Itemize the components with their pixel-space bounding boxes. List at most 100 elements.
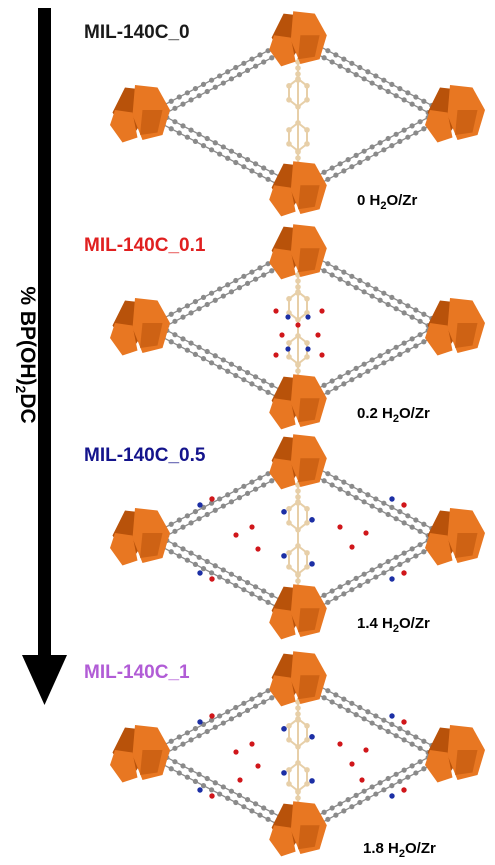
zr-cluster-right [425,85,485,143]
linker-top-left-strand-a [160,683,279,749]
zr-cluster-top [269,434,327,490]
linker-bottom-right [313,114,435,187]
linker-top-left-strand-b [164,50,283,116]
linker-bottom-left-strand-b [160,334,279,400]
water-oxygen [337,524,343,530]
water-oxygen [295,322,301,328]
water-label: 1.8 H2O/Zr [363,840,436,860]
water-oxygen [315,332,321,338]
water-label: 0 H2O/Zr [357,192,417,212]
oxygen-atom [401,502,407,508]
nitrogen-atom [389,713,395,719]
nitrogen-atom [197,502,203,508]
nitrogen-atom [285,314,291,320]
panel-2: MIL-140C_0.1 0.2 H2O/Zr [84,224,485,430]
water-oxygen [319,308,325,314]
zr-cluster-top [269,651,327,707]
zr-cluster-bottom [269,374,327,430]
linker-top-left-strand-b [164,690,283,756]
nitrogen-atom [285,346,291,352]
panel-1: MIL-140C_0 0 H2O/Zr [84,11,485,217]
linker-bottom-right [313,327,435,400]
nitrogen-atom [305,314,311,320]
linker-top-right-strand-b [317,256,435,322]
linker-bottom-right-strand-a [317,121,435,187]
linker-bottom-right-strand-a [317,761,435,827]
panel-title: MIL-140C_1 [84,662,190,683]
axis-label: % BP(OH)2DC [13,286,39,423]
linker-bottom-left [160,327,283,400]
water-oxygen [255,546,261,552]
linker-bottom-left [160,754,283,827]
linker-bottom-right-strand-b [313,754,431,820]
nitrogen-atom [389,793,395,799]
linker-bottom-right [313,537,435,610]
oxygen-atom [209,576,215,582]
water-molecules [233,741,369,783]
linker-top-left-strand-a [160,466,279,532]
linker-top-left-strand-b [164,473,283,539]
linker-bottom-left [160,114,283,187]
water-label: 0.2 H2O/Zr [357,405,430,425]
water-oxygen [363,747,369,753]
panel-title: MIL-140C_0.1 [84,235,206,256]
central-linker [286,58,310,174]
linker-bottom-right-strand-b [313,537,431,603]
linker-bottom-left-strand-b [160,121,279,187]
nitrogen-atom [309,778,315,784]
zr-cluster-right [425,725,485,783]
nitrogen-atom [197,570,203,576]
zr-cluster-top [269,11,327,67]
nitrogen-atom [309,561,315,567]
central-linker [281,481,315,597]
water-oxygen [349,761,355,767]
zr-cluster-bottom [269,801,327,857]
central-linker [281,698,315,814]
linker-top-left-strand-a [160,256,279,322]
arrow-shaft [38,8,51,660]
zr-cluster-left [110,298,170,356]
linker-top-right [313,683,435,756]
linker-top-right-strand-b [317,43,435,109]
nitrogen-atom [305,346,311,352]
oxygen-atom [209,496,215,502]
water-oxygen [279,332,285,338]
linker-top-left [160,256,283,329]
linker-top-right-strand-a [313,263,431,329]
water-oxygen [319,352,325,358]
water-oxygen [249,741,255,747]
water-oxygen [255,763,261,769]
linker-bottom-right-strand-a [317,334,435,400]
arrow-head [22,655,67,705]
water-oxygen [349,544,355,550]
water-oxygen [233,749,239,755]
oxygen-atom [209,793,215,799]
water-label: 1.4 H2O/Zr [357,615,430,635]
linker-bottom-left-strand-a [164,327,283,393]
linker-bottom-left-strand-a [164,114,283,180]
linker-top-left-strand-a [160,43,279,109]
linker-bottom-left-strand-a [164,537,283,603]
linker-top-right [313,256,435,329]
linker-top-left [160,683,283,756]
linker-bottom-right-strand-a [317,544,435,610]
linker-bottom-right-strand-b [313,114,431,180]
oxygen-atom [401,719,407,725]
linker-bottom-right [313,754,435,827]
water-oxygen [337,741,343,747]
zr-cluster-bottom [269,161,327,217]
zr-cluster-top [269,224,327,280]
nitrogen-atom [389,496,395,502]
linker-top-right-strand-a [313,50,431,116]
linker-top-left [160,43,283,116]
water-molecules [233,524,369,552]
water-oxygen [233,532,239,538]
nitrogen-atom [389,576,395,582]
linker-bottom-left-strand-a [164,754,283,820]
water-oxygen [249,524,255,530]
zr-cluster-right [425,508,485,566]
water-oxygen [273,308,279,314]
zr-cluster-bottom [269,584,327,640]
increase-arrow [22,8,67,705]
panel-title: MIL-140C_0 [84,22,190,43]
